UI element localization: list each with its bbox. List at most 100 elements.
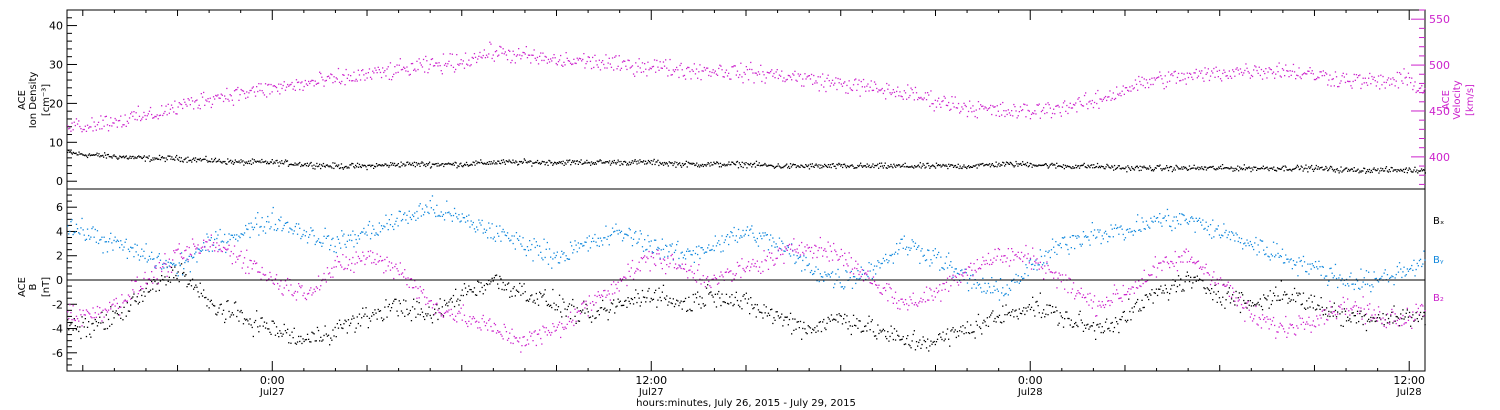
bx-point	[219, 304, 221, 306]
by-point	[383, 225, 385, 227]
velocity-point	[1223, 69, 1225, 71]
by-point	[246, 228, 248, 230]
bx-point	[624, 300, 626, 302]
density-point	[1009, 161, 1011, 164]
by-point	[378, 222, 380, 224]
velocity-point	[268, 83, 270, 86]
density-point	[1265, 167, 1267, 169]
density-point	[589, 162, 591, 164]
density-point	[401, 165, 403, 167]
density-point	[994, 165, 996, 167]
bx-point	[592, 315, 594, 317]
by-point	[1097, 229, 1099, 231]
density-point	[453, 164, 455, 166]
density-point	[1323, 169, 1325, 171]
velocity-point	[929, 105, 931, 107]
by-point	[450, 215, 452, 217]
by-point	[737, 228, 740, 231]
bx-point	[353, 317, 355, 319]
bx-point	[998, 314, 1001, 316]
velocity-point	[702, 70, 704, 72]
by-point	[923, 254, 925, 256]
velocity-point	[1179, 80, 1181, 82]
by-point	[142, 255, 144, 257]
density-point	[1004, 165, 1006, 167]
density-point	[1121, 167, 1123, 169]
bx-point	[587, 311, 589, 313]
bx-point	[1234, 304, 1236, 306]
velocity-point	[208, 101, 210, 103]
velocity-point	[238, 99, 240, 101]
bx-point	[936, 338, 939, 340]
bx-point	[773, 317, 775, 319]
velocity-point	[225, 98, 227, 100]
bx-point	[361, 317, 363, 319]
bx-point	[283, 323, 285, 326]
bx-point	[1007, 312, 1009, 314]
by-point	[820, 276, 823, 278]
bx-point	[710, 291, 712, 293]
bx-point	[966, 321, 969, 323]
by-point	[531, 243, 533, 246]
velocity-point	[578, 57, 581, 59]
by-point	[544, 256, 546, 259]
velocity-point	[321, 76, 323, 78]
velocity-point	[1218, 69, 1221, 72]
by-point	[616, 229, 618, 232]
velocity-point	[1318, 77, 1320, 79]
bx-point	[315, 340, 317, 342]
velocity-point	[574, 62, 576, 64]
density-point	[457, 165, 459, 167]
velocity-point	[575, 62, 577, 65]
bx-point	[478, 281, 480, 283]
bx-point	[823, 318, 825, 321]
by-point	[655, 239, 657, 241]
bx-point	[1072, 326, 1075, 328]
bx-point	[419, 314, 421, 316]
by-point	[903, 235, 905, 237]
density-point	[1033, 164, 1035, 166]
density-point	[215, 161, 217, 163]
bx-point	[481, 286, 483, 289]
bx-point	[1013, 316, 1015, 318]
density-point	[848, 166, 850, 168]
density-point	[1142, 167, 1144, 169]
bx-point	[1306, 300, 1308, 302]
by-point	[382, 228, 384, 230]
velocity-point	[1254, 65, 1256, 67]
bx-point	[1006, 314, 1008, 316]
density-point	[146, 156, 148, 158]
density-point	[85, 155, 88, 157]
density-point	[698, 164, 700, 166]
velocity-point	[1072, 103, 1075, 106]
density-point	[366, 168, 368, 171]
density-point	[593, 163, 596, 165]
velocity-point	[113, 122, 115, 124]
density-point	[1237, 165, 1239, 167]
by-point	[1181, 213, 1183, 215]
bx-point	[1116, 321, 1118, 323]
by-point	[1005, 292, 1007, 295]
density-point	[276, 159, 278, 162]
density-point	[239, 162, 241, 164]
by-point	[390, 214, 393, 216]
bx-point	[791, 333, 793, 335]
velocity-point	[1342, 72, 1344, 74]
bx-point	[495, 274, 498, 276]
density-point	[696, 162, 698, 164]
by-point	[652, 252, 655, 254]
velocity-point	[1006, 113, 1008, 116]
density-point	[380, 165, 382, 167]
velocity-point	[667, 75, 669, 77]
bx-point	[1148, 298, 1150, 301]
by-point	[860, 266, 862, 268]
bx-point	[1265, 298, 1267, 300]
density-point	[188, 160, 190, 162]
density-point	[372, 164, 374, 166]
velocity-point	[1041, 109, 1044, 111]
bx-point	[178, 281, 180, 283]
by-point	[815, 266, 817, 268]
velocity-point	[1256, 69, 1258, 72]
bx-point	[1393, 305, 1395, 307]
bx-point	[436, 304, 438, 306]
